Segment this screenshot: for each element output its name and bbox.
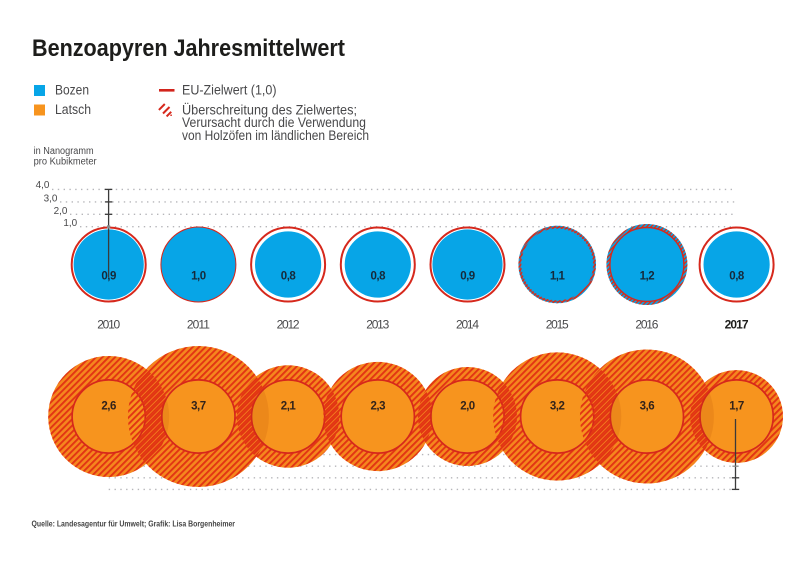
svg-text:2,0: 2,0 bbox=[460, 401, 475, 413]
svg-text:2014: 2014 bbox=[456, 318, 479, 332]
svg-text:2015: 2015 bbox=[546, 318, 569, 332]
svg-text:1,2: 1,2 bbox=[640, 271, 655, 283]
svg-text:Benzoapyren Jahresmittelwert: Benzoapyren Jahresmittelwert bbox=[32, 35, 345, 62]
svg-text:2,1: 2,1 bbox=[281, 401, 297, 413]
svg-text:Bozen: Bozen bbox=[55, 83, 89, 98]
svg-text:3,7: 3,7 bbox=[191, 401, 206, 413]
svg-text:in Nanogramm: in Nanogramm bbox=[34, 146, 94, 157]
svg-text:2013: 2013 bbox=[366, 318, 389, 332]
svg-text:0,8: 0,8 bbox=[371, 271, 387, 283]
svg-text:2010: 2010 bbox=[97, 318, 120, 332]
svg-text:Verursacht durch die Verwendun: Verursacht durch die Verwendung bbox=[182, 115, 366, 130]
svg-text:1,0: 1,0 bbox=[63, 217, 77, 229]
svg-text:2,6: 2,6 bbox=[101, 401, 116, 413]
svg-text:0,9: 0,9 bbox=[460, 271, 475, 283]
svg-text:2016: 2016 bbox=[635, 318, 658, 332]
svg-text:Latsch: Latsch bbox=[55, 102, 91, 117]
svg-text:0,8: 0,8 bbox=[281, 271, 297, 283]
svg-text:pro Kubikmeter: pro Kubikmeter bbox=[34, 157, 98, 168]
svg-text:von Holzöfen im ländlichen Ber: von Holzöfen im ländlichen Bereich bbox=[182, 128, 369, 143]
svg-text:3,2: 3,2 bbox=[550, 401, 565, 413]
svg-text:1,1: 1,1 bbox=[550, 271, 566, 283]
svg-text:Überschreitung des Zielwertes;: Überschreitung des Zielwertes; bbox=[182, 102, 357, 117]
svg-text:2017: 2017 bbox=[725, 318, 749, 332]
svg-text:0,9: 0,9 bbox=[101, 271, 116, 283]
svg-text:1,7: 1,7 bbox=[729, 401, 744, 413]
svg-text:Quelle: Landesagentur für Umwe: Quelle: Landesagentur für Umwelt; Grafik… bbox=[32, 520, 236, 529]
svg-text:2,0: 2,0 bbox=[54, 205, 68, 217]
svg-text:3,0: 3,0 bbox=[44, 192, 58, 204]
svg-text:3,6: 3,6 bbox=[640, 401, 655, 413]
svg-text:2012: 2012 bbox=[277, 318, 300, 332]
svg-text:2,3: 2,3 bbox=[371, 401, 386, 413]
svg-text:EU-Zielwert (1,0): EU-Zielwert (1,0) bbox=[182, 83, 277, 98]
svg-text:1,0: 1,0 bbox=[191, 271, 206, 283]
svg-text:4,0: 4,0 bbox=[36, 179, 50, 191]
svg-text:2011: 2011 bbox=[187, 318, 210, 332]
svg-text:0,8: 0,8 bbox=[729, 271, 745, 283]
